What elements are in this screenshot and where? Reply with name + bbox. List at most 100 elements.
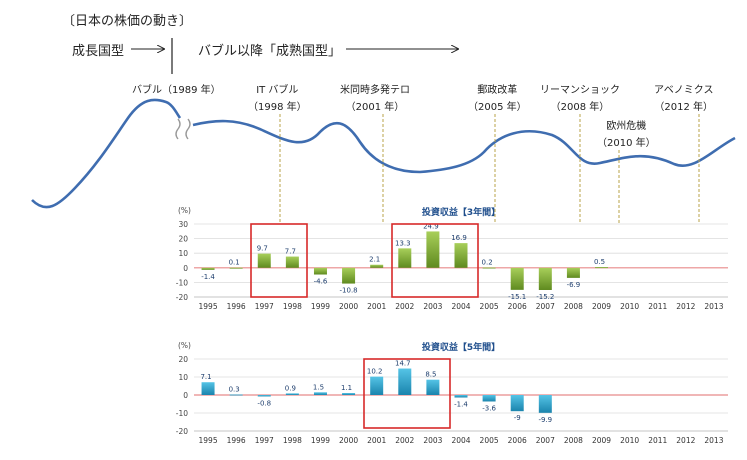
- y-tick-label: 20: [178, 355, 188, 364]
- data-label: 16.9: [451, 234, 467, 242]
- data-label: -15.1: [508, 293, 526, 301]
- bar: [229, 394, 243, 396]
- x-tick-label: 2013: [704, 302, 723, 311]
- highlight-3yr-1997-1998: [250, 223, 308, 298]
- bar: [482, 395, 496, 402]
- event-abenomics-year: （2012 年）: [654, 102, 714, 113]
- y-tick-label: -20: [176, 293, 188, 302]
- highlight-5yr-2001-2003: [363, 358, 451, 429]
- data-label: 7.7: [285, 248, 296, 256]
- bar: [257, 253, 271, 268]
- phase-mature-label: バブル以降「成熟国型」: [198, 44, 342, 59]
- x-tick-label: 2006: [508, 436, 527, 445]
- data-label: 1.5: [313, 383, 324, 391]
- x-tick-label: 2009: [592, 436, 611, 445]
- x-tick-label: 2013: [704, 436, 723, 445]
- bar: [342, 393, 356, 395]
- event-abenomics-name: アベノミクス: [654, 85, 714, 96]
- x-tick-label: 2011: [648, 436, 667, 445]
- event-terror-name: 米同時多発テロ: [340, 85, 410, 96]
- x-tick-label: 2008: [564, 302, 583, 311]
- bar: [257, 395, 271, 397]
- x-tick-label: 2010: [620, 302, 639, 311]
- data-label: 1.1: [341, 384, 352, 392]
- x-tick-label: 2012: [676, 302, 695, 311]
- data-label: 13.3: [395, 239, 411, 247]
- x-tick-label: 2003: [423, 436, 442, 445]
- x-tick-label: 1996: [227, 436, 246, 445]
- y-tick-label: 10: [178, 373, 188, 382]
- bar: [370, 376, 384, 395]
- x-tick-label: 1996: [227, 302, 246, 311]
- chart-title: 投資収益【5年間】: [422, 341, 500, 353]
- data-label: 9.7: [257, 245, 268, 253]
- x-tick-label: 2004: [451, 302, 470, 311]
- x-tick-label: 1999: [311, 302, 330, 311]
- bar: [538, 267, 552, 290]
- data-label: 2.1: [369, 256, 380, 264]
- data-label: 0.5: [594, 258, 605, 266]
- x-tick-label: 2005: [480, 302, 499, 311]
- chart-title: 投資収益【3年間】: [422, 206, 500, 218]
- x-tick-label: 2009: [592, 302, 611, 311]
- bar: [285, 393, 299, 395]
- y-unit-label: (%): [178, 341, 191, 350]
- data-label: -3.6: [482, 404, 496, 412]
- bar: [426, 231, 440, 268]
- bar: [454, 395, 468, 398]
- data-label: 0.3: [229, 385, 240, 393]
- bar: [342, 267, 356, 284]
- event-terror-year: （2001 年）: [345, 102, 405, 113]
- y-tick-label: -10: [176, 278, 188, 287]
- break-mark: [175, 118, 181, 140]
- y-tick-label: 30: [178, 220, 188, 229]
- data-label: -6.9: [567, 281, 581, 289]
- bar: [426, 379, 440, 395]
- y-tick-label: 0: [183, 391, 188, 400]
- bar: [370, 264, 384, 268]
- data-label: 24.9: [423, 222, 439, 230]
- bar: [398, 368, 412, 395]
- x-tick-label: 2004: [451, 436, 470, 445]
- x-tick-label: 2000: [339, 436, 358, 445]
- x-tick-label: 2008: [564, 436, 583, 445]
- y-tick-label: 10: [178, 249, 188, 258]
- data-label: 7.1: [200, 373, 211, 381]
- x-tick-label: 2011: [648, 302, 667, 311]
- data-label: 0.2: [482, 259, 493, 267]
- bar: [566, 267, 580, 278]
- event-euro-crisis-year: （2010 年）: [597, 138, 656, 149]
- x-tick-label: 2010: [620, 436, 639, 445]
- highlight-3yr-2002-2004: [391, 223, 479, 298]
- data-label: 0.1: [229, 259, 240, 267]
- event-terror: 米同時多発テロ （2001 年）: [340, 82, 410, 116]
- bar: [313, 267, 327, 275]
- x-tick-label: 2001: [367, 302, 386, 311]
- trend-curve-post: [192, 119, 736, 174]
- bar: [201, 382, 215, 395]
- event-euro-crisis: 欧州危機 （2010 年）: [597, 118, 656, 152]
- data-label: 14.7: [395, 360, 411, 368]
- x-tick-label: 1997: [255, 436, 274, 445]
- bar: [595, 267, 609, 269]
- event-lehman: リーマンショック （2008 年）: [540, 82, 620, 116]
- data-label: -4.6: [314, 278, 328, 286]
- event-postal-name: 郵政改革: [477, 85, 518, 96]
- x-tick-label: 2007: [536, 436, 555, 445]
- bar: [510, 267, 524, 290]
- bar: [398, 248, 412, 268]
- event-bubble: バブル（1989 年）: [132, 85, 221, 96]
- x-tick-label: 1998: [283, 302, 302, 311]
- x-tick-label: 2006: [508, 302, 527, 311]
- data-label: -1.4: [201, 273, 215, 281]
- event-postal: 郵政改革 （2005 年）: [468, 82, 527, 116]
- x-tick-label: 2002: [395, 302, 414, 311]
- y-tick-label: 20: [178, 235, 188, 244]
- data-label: 10.2: [367, 368, 383, 376]
- x-tick-label: 1999: [311, 436, 330, 445]
- y-tick-label: -10: [176, 409, 188, 418]
- event-abenomics: アベノミクス （2012 年）: [654, 82, 714, 116]
